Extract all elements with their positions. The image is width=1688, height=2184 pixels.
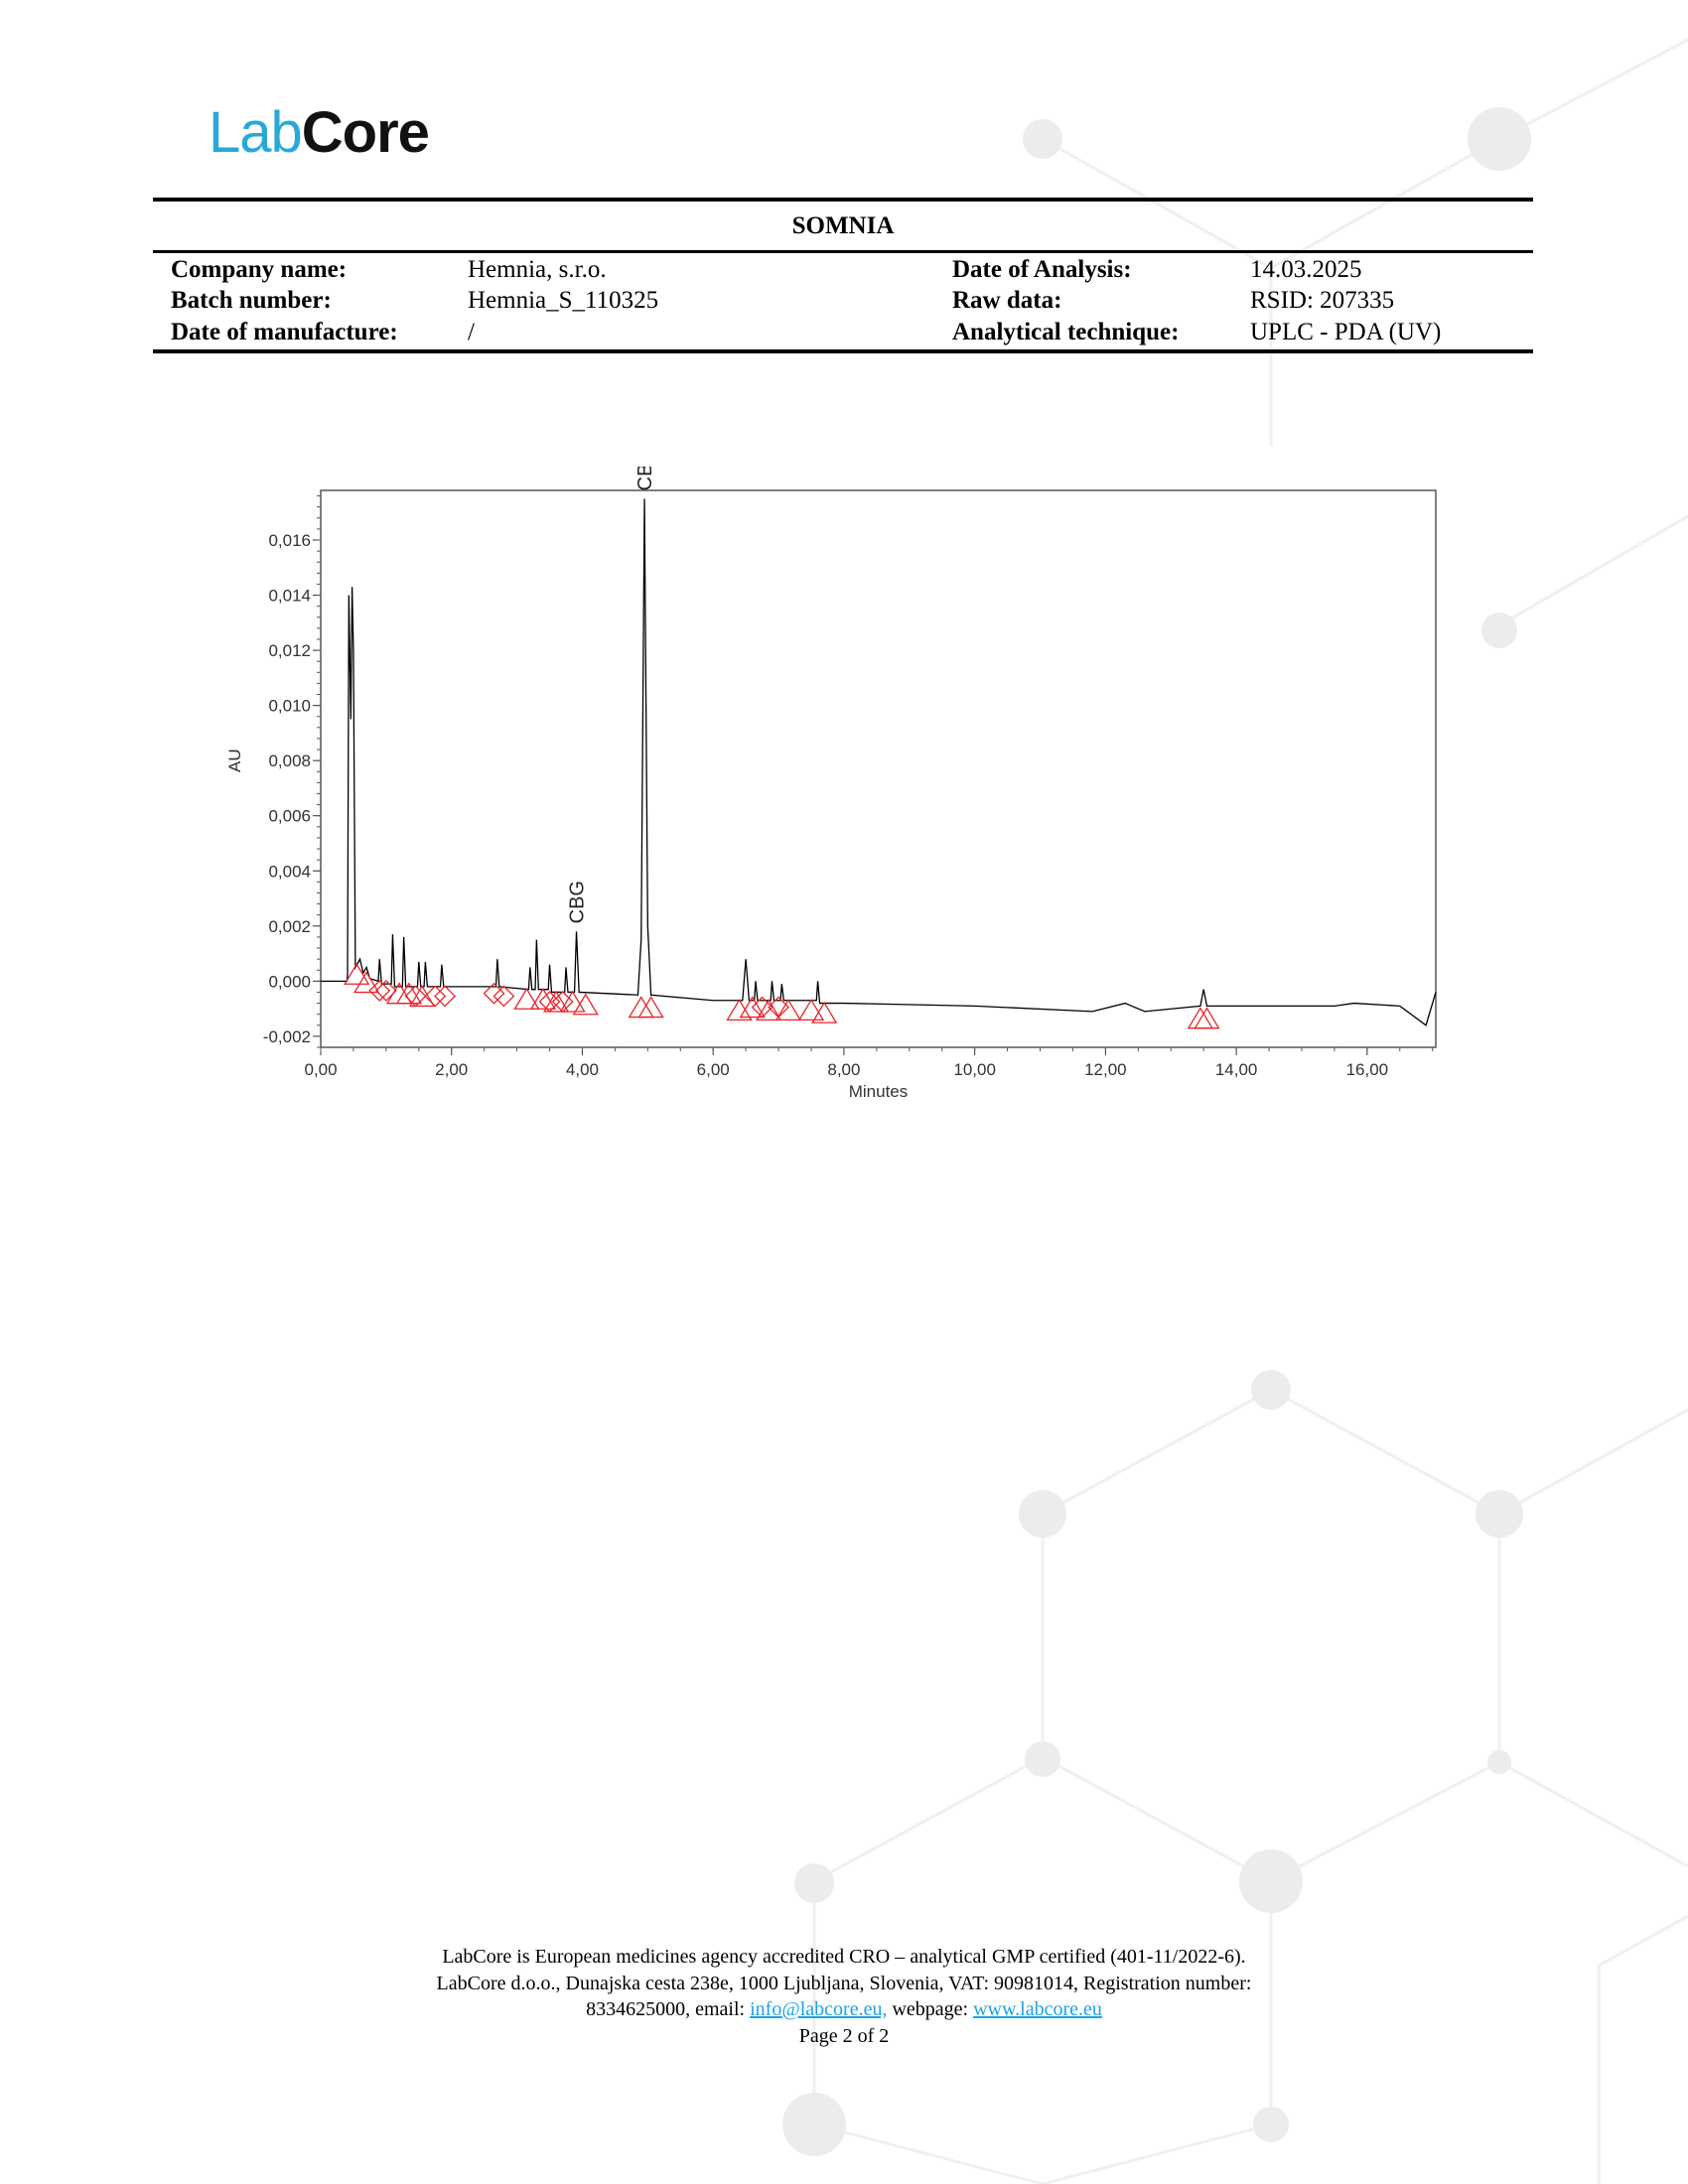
- x-tick-label: 2,00: [435, 1060, 468, 1079]
- raw-data-label: Raw data:: [952, 287, 1062, 314]
- y-tick-label: 0,006: [268, 807, 311, 826]
- peak-marker-diamond: [368, 979, 391, 1002]
- chromatogram-chart: 0,00 2,00 4,00 6,00 8,00 10,00 12,00 14,00 16,00…: [225, 467, 1437, 1101]
- peak-marker-diamond: [374, 979, 397, 1002]
- x-tick-label: 14,00: [1215, 1060, 1258, 1079]
- peak-marker-triangle: [542, 990, 570, 1013]
- peak-marker-triangle: [529, 987, 557, 1010]
- y-tick-label: 0,016: [268, 531, 311, 550]
- x-tick-label: 12,00: [1084, 1060, 1127, 1079]
- x-tick-label: 6,00: [697, 1060, 730, 1079]
- peak-marker-triangle: [395, 982, 423, 1005]
- peak-marker-diamond: [434, 985, 457, 1008]
- header-bottom-rule: [153, 349, 1533, 353]
- document-title: SOMNIA: [791, 212, 895, 239]
- y-tick-label: 0,008: [268, 751, 311, 770]
- peak-marker-diamond: [551, 991, 574, 1013]
- date-of-manufacture-value: /: [468, 319, 475, 345]
- peak-marker-triangle: [797, 999, 825, 1021]
- peak-marker-diamond: [492, 985, 515, 1008]
- peak-marker-triangle: [344, 962, 370, 985]
- peak-marker-triangle: [811, 1001, 838, 1024]
- y-tick-label: 0,012: [268, 641, 311, 660]
- peak-label-cbg: CBG: [567, 881, 589, 923]
- raw-data-value: RSID: 207335: [1250, 287, 1395, 314]
- footer: LabCore is European medicines agency acc…: [298, 1944, 1390, 2049]
- webpage-label: webpage:: [892, 1998, 969, 2020]
- x-tick-label: 0,00: [304, 1060, 337, 1079]
- header-mid-rule: [153, 250, 1533, 253]
- x-tick-label: 10,00: [953, 1060, 996, 1079]
- logo-lab-text: Lab: [209, 100, 303, 165]
- labcore-logo: LabCore: [209, 99, 430, 166]
- y-tick-label: -0,002: [263, 1027, 311, 1046]
- footer-registration: 8334625000, email:: [586, 1998, 746, 2020]
- footer-address: LabCore d.o.o., Dunajska cesta 238e, 100…: [436, 1972, 1252, 1994]
- peak-label-cbga: CBGA: [634, 467, 656, 490]
- y-axis-label: AU: [225, 749, 244, 772]
- date-of-analysis-label: Date of Analysis:: [952, 256, 1132, 283]
- peak-marker-triangle: [637, 996, 664, 1019]
- webpage-link[interactable]: www.labcore.eu: [973, 1998, 1102, 2020]
- x-axis-label: Minutes: [849, 1082, 909, 1101]
- logo-core-text: Core: [301, 100, 430, 165]
- date-of-analysis-value: 14.03.2025: [1250, 256, 1362, 283]
- peak-marker-triangle: [1194, 1007, 1220, 1029]
- company-name-value: Hemnia, s.r.o.: [468, 256, 607, 283]
- peak-marker-triangle: [756, 999, 782, 1021]
- peak-marker-triangle: [559, 990, 586, 1013]
- y-tick-label: 0,010: [268, 697, 311, 716]
- peak-marker-diamond: [404, 985, 427, 1008]
- batch-number-label: Batch number:: [171, 287, 332, 314]
- footer-accreditation: LabCore is European medicines agency acc…: [442, 1946, 1246, 1968]
- plot-frame: [320, 489, 1437, 1048]
- peak-marker-diamond: [751, 996, 774, 1019]
- batch-number-value: Hemnia_S_110325: [468, 287, 659, 314]
- peak-marker-diamond: [768, 996, 789, 1019]
- x-tick-label: 4,00: [566, 1060, 599, 1079]
- footer-contact: 8334625000, email: info@labcore.eu, webp…: [298, 1996, 1390, 2023]
- chromatogram-trace: [321, 498, 1437, 1026]
- email-link[interactable]: info@labcore.eu,: [750, 1998, 888, 2020]
- peak-marker-triangle: [408, 985, 436, 1008]
- x-tick-label: 8,00: [827, 1060, 860, 1079]
- analytical-technique-label: Analytical technique:: [952, 319, 1180, 345]
- peak-marker-diamond: [424, 985, 447, 1008]
- peak-marker-triangle: [572, 993, 599, 1016]
- peak-marker-triangle: [513, 987, 540, 1010]
- x-tick-label: 16,00: [1346, 1060, 1389, 1079]
- peak-marker-triangle: [352, 971, 380, 994]
- y-tick-label: 0,000: [268, 972, 311, 991]
- y-tick-label: 0,004: [268, 862, 311, 881]
- date-of-manufacture-label: Date of manufacture:: [171, 319, 398, 345]
- peak-marker-triangle: [739, 996, 766, 1019]
- peak-marker-triangle: [774, 999, 802, 1021]
- header-top-rule: [153, 198, 1533, 202]
- page-number: Page 2 of 2: [798, 2024, 890, 2047]
- analytical-technique-value: UPLC - PDA (UV): [1250, 319, 1442, 345]
- y-tick-label: 0,002: [268, 917, 311, 936]
- y-tick-label: 0,014: [268, 587, 311, 606]
- company-name-label: Company name:: [171, 256, 348, 283]
